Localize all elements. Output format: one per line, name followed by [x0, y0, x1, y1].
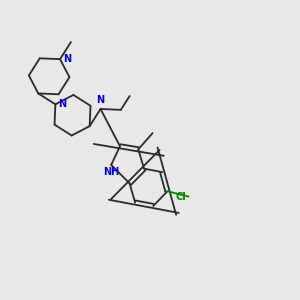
Text: Cl: Cl — [176, 192, 186, 202]
Text: N: N — [58, 99, 67, 109]
Text: N: N — [97, 95, 105, 105]
Text: NH: NH — [103, 167, 119, 177]
Text: N: N — [63, 54, 71, 64]
